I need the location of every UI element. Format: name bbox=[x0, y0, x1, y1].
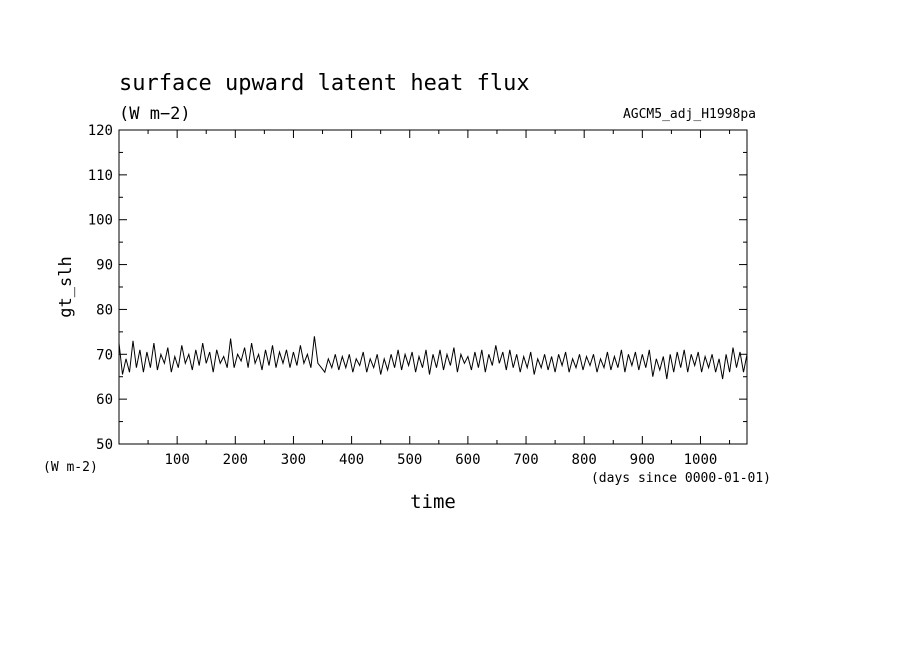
y-tick-label: 100 bbox=[88, 213, 113, 229]
x-axis-units: (days since 0000-01-01) bbox=[591, 471, 771, 486]
y-tick-label: 80 bbox=[96, 302, 113, 318]
x-tick-label: 400 bbox=[339, 452, 364, 468]
chart-title: surface upward latent heat flux bbox=[119, 71, 530, 96]
plot-frame bbox=[118, 129, 748, 445]
y-tick-label: 120 bbox=[88, 123, 113, 139]
series-line bbox=[118, 336, 748, 380]
x-axis-label: time bbox=[410, 491, 456, 513]
x-tick-label: 100 bbox=[164, 452, 189, 468]
y-axis-ticks bbox=[119, 129, 747, 445]
x-axis-tick-labels: 100 200 300 400 500 600 700 800 900 1000 bbox=[164, 452, 717, 468]
x-tick-label: 1000 bbox=[684, 452, 718, 468]
x-tick-label: 200 bbox=[223, 452, 248, 468]
x-tick-label: 300 bbox=[281, 452, 306, 468]
y-tick-label: 90 bbox=[96, 258, 113, 274]
x-tick-label: 500 bbox=[397, 452, 422, 468]
y-axis-label: gt_slh bbox=[56, 256, 76, 317]
title-units: (W m−2) bbox=[119, 104, 191, 124]
y-tick-label: 60 bbox=[96, 392, 113, 408]
x-tick-label: 800 bbox=[572, 452, 597, 468]
y-axis-tick-labels: 50 60 70 80 90 100 110 120 bbox=[88, 123, 113, 453]
x-tick-label: 600 bbox=[455, 452, 480, 468]
y-axis-units: (W m-2) bbox=[43, 460, 98, 475]
y-tick-label: 50 bbox=[96, 437, 113, 453]
x-tick-label: 900 bbox=[630, 452, 655, 468]
y-tick-label: 70 bbox=[96, 347, 113, 363]
y-tick-label: 110 bbox=[88, 168, 113, 184]
dataset-label: AGCM5_adj_H1998pa bbox=[623, 107, 756, 122]
x-tick-label: 700 bbox=[513, 452, 538, 468]
x-axis-ticks bbox=[147, 130, 731, 444]
